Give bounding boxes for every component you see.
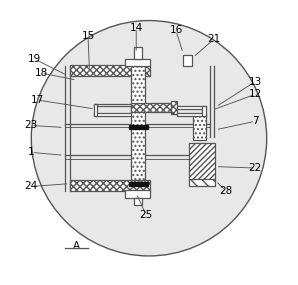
Bar <box>134 48 142 59</box>
Text: 19: 19 <box>27 54 41 64</box>
Text: 7: 7 <box>252 116 259 126</box>
Bar <box>94 113 131 115</box>
Bar <box>171 101 177 114</box>
Bar <box>189 179 215 186</box>
Bar <box>125 59 150 66</box>
Text: 18: 18 <box>35 68 48 78</box>
Text: 12: 12 <box>249 89 262 99</box>
Bar <box>70 180 150 191</box>
Bar <box>131 66 145 191</box>
Bar <box>189 142 215 181</box>
Text: 24: 24 <box>25 182 38 192</box>
Text: 22: 22 <box>249 163 262 173</box>
Text: 21: 21 <box>208 34 221 44</box>
Bar <box>70 65 150 76</box>
Text: 14: 14 <box>130 23 143 33</box>
Text: 17: 17 <box>30 95 44 105</box>
Bar <box>202 107 206 115</box>
Text: 16: 16 <box>169 25 183 35</box>
Bar <box>128 125 148 129</box>
Text: 28: 28 <box>219 186 232 196</box>
Circle shape <box>31 21 267 256</box>
Text: 23: 23 <box>25 121 38 131</box>
Bar <box>183 55 192 66</box>
Text: A: A <box>73 241 80 251</box>
Bar <box>125 190 150 198</box>
Bar <box>128 182 148 186</box>
Bar <box>177 113 206 115</box>
Text: 25: 25 <box>139 210 153 220</box>
Bar <box>193 114 206 140</box>
Bar <box>131 103 172 112</box>
Bar <box>177 107 206 109</box>
Bar <box>94 104 131 107</box>
Text: 1: 1 <box>28 147 35 157</box>
Text: 15: 15 <box>81 31 95 41</box>
Text: 13: 13 <box>249 77 262 87</box>
Bar <box>134 198 142 205</box>
Bar <box>94 104 97 115</box>
